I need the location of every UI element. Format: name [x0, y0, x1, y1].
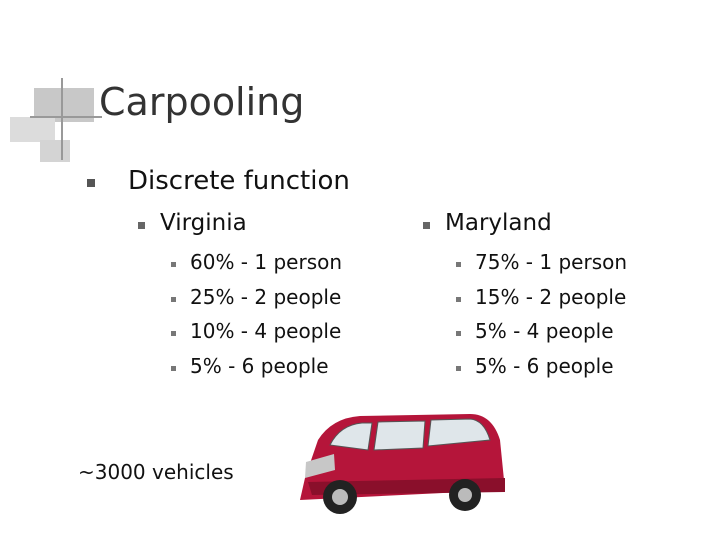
bullet-marker — [456, 331, 461, 336]
bullet-marker — [456, 296, 461, 302]
column-heading: Virginia — [160, 210, 247, 236]
van-illustration — [300, 414, 505, 514]
list-item: 5% - 6 people — [190, 353, 329, 378]
bullet-marker — [456, 365, 461, 371]
bullet-marker — [456, 262, 461, 267]
bullet-marker — [171, 331, 176, 336]
note: ~3000 vehicles — [78, 460, 234, 484]
deco-square — [10, 117, 55, 142]
column-heading: Maryland — [445, 210, 552, 236]
list-item: 10% - 4 people — [190, 319, 342, 343]
bullet-marker — [171, 262, 176, 267]
list-item: 60% - 1 person — [190, 250, 343, 274]
bullet-text: Discrete function — [128, 166, 350, 196]
bullet-marker — [171, 296, 176, 302]
bullet-marker — [87, 179, 95, 187]
list-item: 15% - 2 people — [475, 284, 627, 309]
list-item: 5% - 4 people — [475, 319, 614, 343]
bullet-marker — [138, 222, 145, 229]
list-item: 75% - 1 person — [475, 250, 628, 274]
list-item: 5% - 6 people — [475, 353, 614, 378]
slide-title: Carpooling — [99, 80, 305, 124]
list-item: 25% - 2 people — [190, 284, 342, 309]
bullet-marker — [423, 222, 430, 229]
bullet-marker — [171, 365, 176, 371]
deco-square — [40, 140, 70, 162]
